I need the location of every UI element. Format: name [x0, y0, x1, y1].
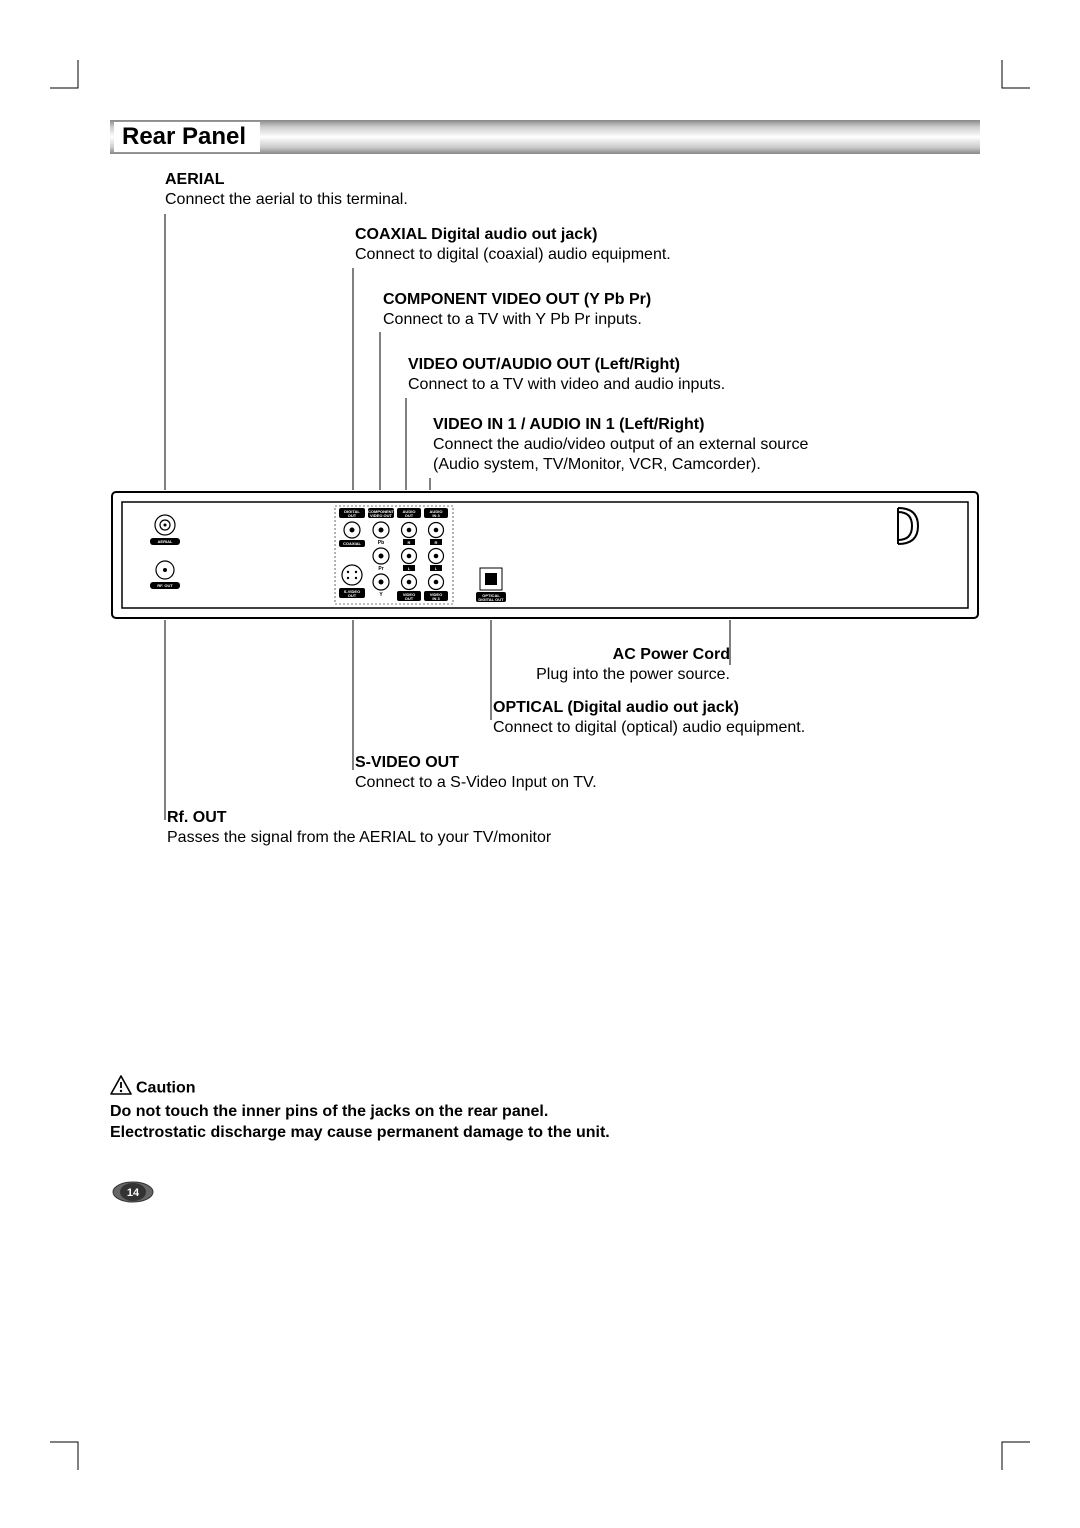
caution-icon: [110, 1075, 132, 1102]
rear-panel-diagram: AERIAL RF. OUT DIGITAL OUT COAXIAL S-VID…: [110, 490, 980, 620]
svg-text:OUT: OUT: [405, 596, 414, 601]
crop-mark-bl: [50, 1440, 80, 1470]
callout-svideo-body: Connect to a S-Video Input on TV.: [355, 773, 597, 793]
svg-text:VIDEO OUT: VIDEO OUT: [370, 513, 393, 518]
caution-block: Caution Do not touch the inner pins of t…: [110, 1075, 630, 1143]
callout-rfout-body: Passes the signal from the AERIAL to you…: [167, 828, 551, 848]
svg-text:R: R: [435, 540, 438, 545]
callout-optical-body: Connect to digital (optical) audio equip…: [493, 718, 805, 738]
svg-text:Pr: Pr: [378, 566, 383, 572]
svg-text:DIGITAL OUT: DIGITAL OUT: [478, 597, 504, 602]
callout-optical-title: OPTICAL (Digital audio out jack): [493, 698, 805, 718]
svg-text:AERIAL: AERIAL: [158, 539, 173, 544]
callout-optical: OPTICAL (Digital audio out jack) Connect…: [493, 698, 805, 738]
callout-svideo: S-VIDEO OUT Connect to a S-Video Input o…: [355, 753, 597, 793]
svg-text:OUT: OUT: [348, 593, 357, 598]
jack-optical: OPTICAL DIGITAL OUT: [476, 568, 506, 602]
svg-text:COAXIAL: COAXIAL: [343, 541, 362, 546]
page-content: Rear Panel AERIAL Connect the aerial to …: [110, 120, 980, 154]
crop-mark-tr: [1000, 60, 1030, 90]
crop-mark-br: [1000, 1440, 1030, 1470]
svg-text:OUT: OUT: [405, 513, 414, 518]
caution-text: Do not touch the inner pins of the jacks…: [110, 1102, 630, 1144]
crop-mark-tl: [50, 60, 80, 90]
page-number: 14: [110, 1180, 156, 1209]
svg-text:OUT: OUT: [348, 513, 357, 518]
callout-acpower-title: AC Power Cord: [490, 645, 730, 665]
svg-text:RF. OUT: RF. OUT: [157, 583, 173, 588]
svg-text:IN 3: IN 3: [432, 513, 440, 518]
caution-label: Caution: [136, 1080, 196, 1097]
callout-rfout-title: Rf. OUT: [167, 808, 551, 828]
callout-svideo-title: S-VIDEO OUT: [355, 753, 597, 773]
callout-acpower-body: Plug into the power source.: [490, 665, 730, 685]
leader-lines-top: [110, 120, 980, 490]
callout-rfout: Rf. OUT Passes the signal from the AERIA…: [167, 808, 551, 848]
svg-text:Pb: Pb: [378, 540, 384, 546]
svg-text:IN 3: IN 3: [432, 596, 440, 601]
callout-acpower: AC Power Cord Plug into the power source…: [490, 645, 730, 685]
svg-text:14: 14: [127, 1187, 140, 1199]
svg-text:R: R: [408, 540, 411, 545]
